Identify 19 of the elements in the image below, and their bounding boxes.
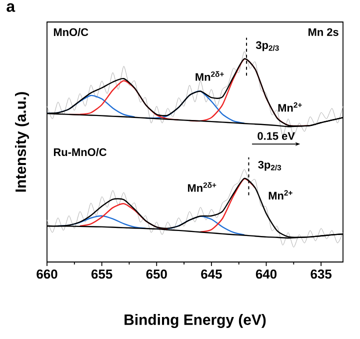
annotation: Mn$^{2δ+}$ xyxy=(196,71,224,81)
annotation: Mn$^{2δ+}$ xyxy=(188,182,216,192)
x-tick-label: 660 xyxy=(36,270,58,279)
annotation: Mn$^{2+}$ xyxy=(268,190,292,200)
text: Mn 2s xyxy=(308,28,338,36)
text: MnO/C xyxy=(54,28,88,36)
x-tick-label: 645 xyxy=(201,270,222,279)
annotation: 0.15 eV xyxy=(258,132,295,140)
y-axis-title: Intensity (a.u.) xyxy=(15,92,29,192)
annotation: 3p$_{2/3}$ xyxy=(256,41,279,52)
annotation: Mn$^{2+}$ xyxy=(278,102,302,112)
x-tick-label: 655 xyxy=(91,270,112,279)
x-tick-label: 635 xyxy=(310,270,332,279)
x-tick-label: 640 xyxy=(256,270,277,279)
x-axis-title: Binding Energy (eV) xyxy=(124,314,266,328)
x-tick-label: 650 xyxy=(146,270,167,279)
text: a xyxy=(6,3,16,12)
annotation: Ru-MnO/C xyxy=(54,148,106,156)
annotation: 3p$_{2/3}$ xyxy=(258,160,282,171)
